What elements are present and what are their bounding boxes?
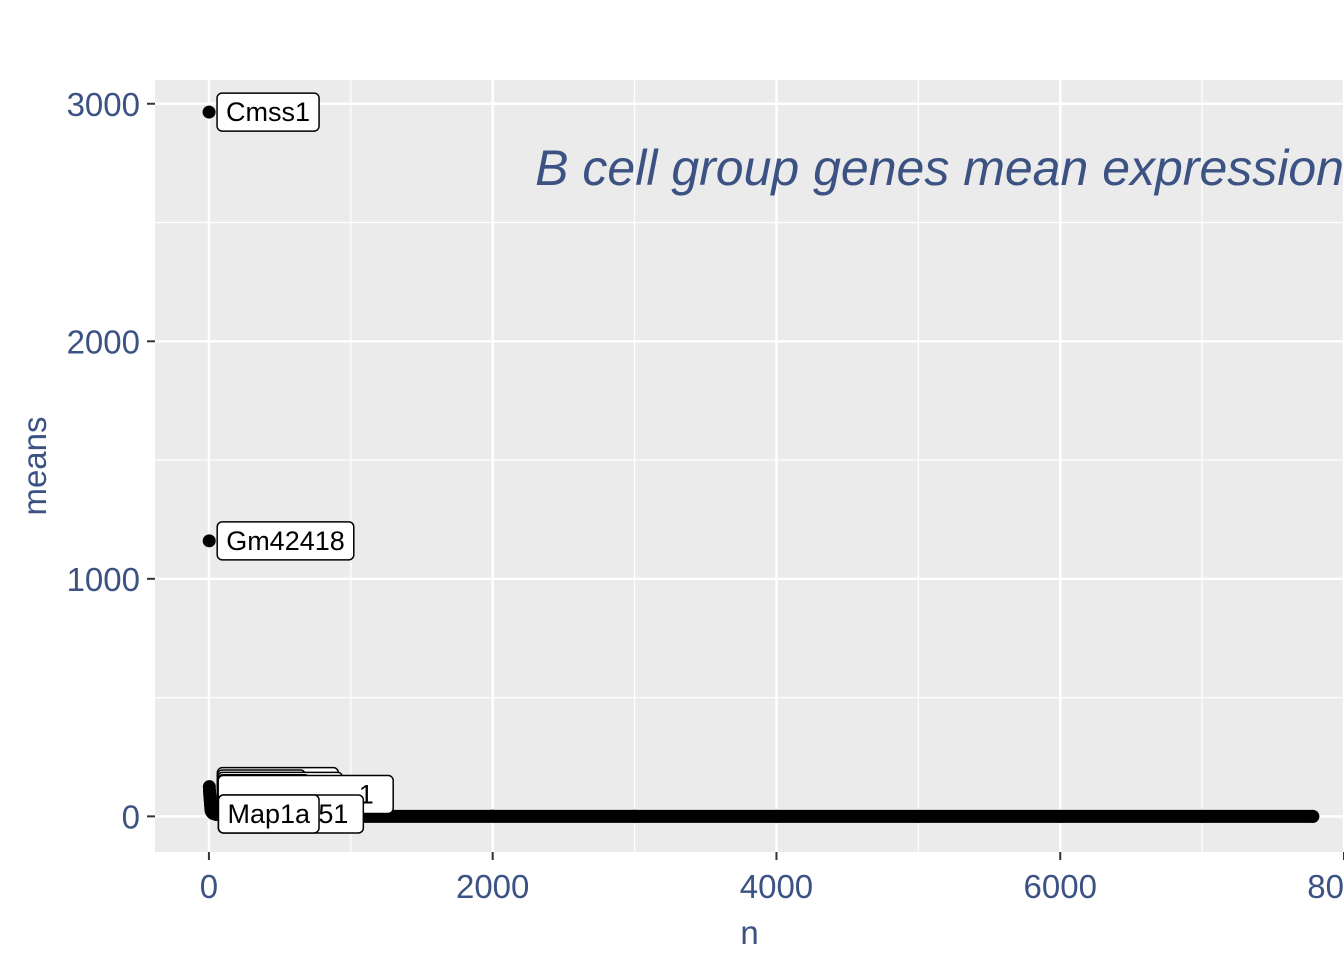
data-point (202, 105, 216, 119)
gene-label-box (217, 794, 320, 834)
grid-minor (155, 80, 1344, 852)
x-tick-label: 0 (200, 868, 218, 905)
gene-label-box (216, 521, 355, 561)
data-point (486, 809, 500, 823)
x-tick-label: 6000 (1024, 868, 1097, 905)
x-axis-title: n (740, 914, 758, 951)
y-tick-label: 0 (122, 798, 140, 835)
data-point (628, 809, 642, 823)
gene-label-box (216, 92, 320, 132)
x-tick-label: 2000 (456, 868, 529, 905)
axis-ticks (147, 102, 1344, 860)
data-point (202, 534, 216, 548)
x-tick-label: 4000 (740, 868, 813, 905)
y-axis-title: means (16, 416, 53, 515)
y-tick-label: 3000 (67, 86, 140, 123)
data-point (911, 809, 925, 823)
x-tick-labels: 0 2000 4000 6000 8000 (200, 868, 1344, 905)
y-tick-labels: 0 1000 2000 3000 (67, 86, 140, 836)
gene-label: Map1a (217, 794, 320, 834)
gene-label: Gm42418 (216, 521, 355, 561)
gene-label-text: Map1a (227, 799, 311, 829)
gene-label: Cmss1 (216, 92, 320, 132)
gene-label-text: Cmss1 (226, 97, 310, 127)
data-point (1053, 809, 1067, 823)
gene-label-text: Gm42418 (226, 526, 345, 556)
y-tick-label: 1000 (67, 561, 140, 598)
data-point (1195, 809, 1209, 823)
data-point (769, 809, 783, 823)
x-tick-label: 8000 (1307, 868, 1344, 905)
gene-label-text: 51 (318, 799, 348, 829)
plot-panel (155, 80, 1344, 852)
chart-title: B cell group genes mean expression (535, 140, 1344, 196)
data-point (1306, 809, 1320, 823)
y-tick-label: 2000 (67, 323, 140, 360)
